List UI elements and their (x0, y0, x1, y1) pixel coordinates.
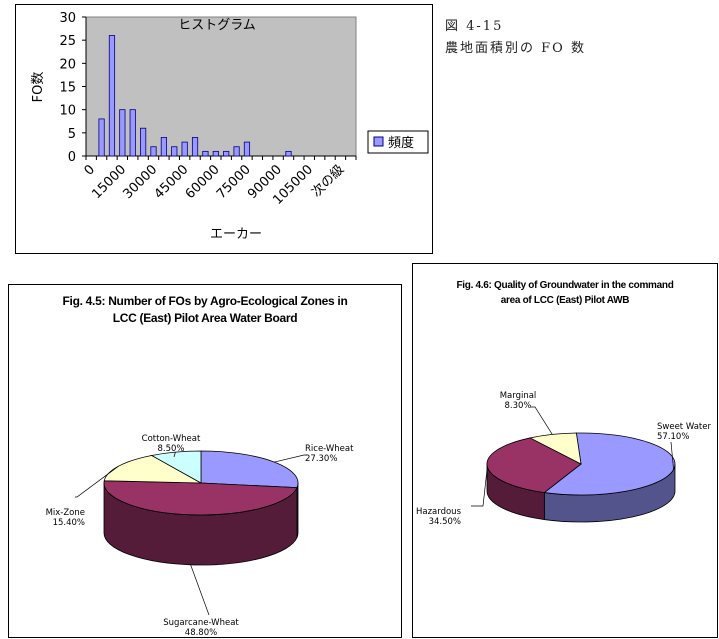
x-tick-label: 45000 (152, 162, 192, 202)
pie-slice (103, 480, 298, 516)
pie2-title: Fig. 4.6: Quality of Groundwater in the … (413, 278, 717, 308)
slice-label: Rice-Wheat (305, 444, 354, 454)
slice-label: Sugarcane-Wheat (163, 618, 239, 628)
y-tick-label: 20 (59, 57, 76, 72)
histogram-bar (150, 146, 157, 157)
y-tick-label: 5 (68, 127, 76, 142)
y-tick-label: 30 (59, 11, 76, 26)
slice-percent: 27.30% (305, 454, 337, 464)
slice-label: Cotton-Wheat (142, 434, 201, 444)
x-tick-label: 0 (82, 162, 98, 178)
slice-percent: 57.10% (657, 432, 689, 442)
histogram-bar (212, 150, 219, 157)
histogram-bar (160, 137, 167, 157)
slice-percent: 8.50% (157, 444, 184, 454)
x-tick-label: 次の級 (308, 162, 347, 201)
x-tick-label: 30000 (120, 162, 160, 202)
agro-zones-pie-chart: Fig. 4.5: Number of FOs by Agro-Ecologic… (8, 284, 402, 638)
histogram-bar (243, 141, 251, 157)
pie-slice (528, 432, 582, 465)
histogram-chart: ヒストグラム 0 5 10 15 20 25 30 0 15000 30000 45000 60000 7… (15, 4, 433, 254)
x-tick-label: 15000 (89, 162, 129, 202)
pie-slice (103, 455, 202, 484)
leader-line (531, 406, 553, 435)
x-tick-label: 60000 (183, 162, 223, 202)
legend: 頻度 (367, 130, 429, 154)
histogram-bar (108, 35, 116, 157)
slice-label: Mix-Zone (46, 508, 85, 518)
y-axis-label: FO数 (31, 72, 46, 103)
caption-text: 農地面積別の FO 数 (445, 41, 586, 56)
histogram-bar (233, 146, 240, 157)
pie-slice (200, 450, 299, 489)
chart-title: ヒストグラム (178, 18, 256, 33)
histogram-bar (202, 150, 209, 157)
y-tick-label: 0 (68, 150, 76, 165)
y-tick-label: 10 (59, 104, 76, 119)
x-tick-label: 75000 (214, 162, 254, 202)
histogram-bar (191, 137, 199, 157)
legend-swatch (373, 136, 384, 147)
histogram-bar (181, 141, 188, 157)
slice-percent: 34.50% (429, 517, 461, 527)
leader-line (471, 466, 488, 507)
pie1-title-line2: LCC (East) Pilot Area Water Board (112, 311, 298, 325)
leader-line (173, 452, 176, 458)
legend-label: 頻度 (388, 135, 414, 151)
histogram-bar (119, 109, 126, 157)
groundwater-pie-chart: Fig. 4.6: Quality of Groundwater in the … (412, 263, 718, 638)
caption-figure-number: 図 4-15 (445, 19, 504, 34)
histogram-bar (129, 109, 136, 157)
leader-line (75, 465, 119, 498)
slice-percent: 15.40% (53, 518, 85, 528)
y-tick-label: 15 (59, 81, 76, 96)
histogram-bar (98, 118, 105, 157)
slice-label: Hazardous (416, 507, 462, 517)
leader-line (670, 441, 674, 470)
histogram-bar (140, 127, 147, 157)
leader-line (190, 564, 210, 616)
slice-label: Sweet Water (657, 422, 711, 432)
slice-label: Marginal (500, 391, 537, 401)
pie2-title-line2: area of LCC (East) Pilot AWB (500, 295, 630, 306)
pie-slice (543, 432, 676, 496)
plot-area (85, 16, 357, 157)
y-tick-label: 25 (59, 34, 76, 49)
pie1-title-line1: Fig. 4.5: Number of FOs by Agro-Ecologic… (62, 294, 348, 308)
histogram-svg: ヒストグラム0510152025300150003000045000600007… (31, 11, 429, 242)
pie2-title-line1: Fig. 4.6: Quality of Groundwater in the … (456, 280, 674, 291)
slice-percent: 8.30% (504, 401, 531, 411)
leader-line (274, 454, 307, 463)
x-axis-label: エーカー (210, 227, 262, 242)
histogram-bar (223, 150, 230, 157)
slice-percent: 48.80% (185, 628, 217, 637)
pie1-title: Fig. 4.5: Number of FOs by Agro-Ecologic… (9, 293, 401, 327)
histogram-bar (285, 150, 292, 157)
histogram-bar (171, 146, 178, 157)
figure-caption: 図 4-15 農地面積別の FO 数 (445, 16, 586, 60)
